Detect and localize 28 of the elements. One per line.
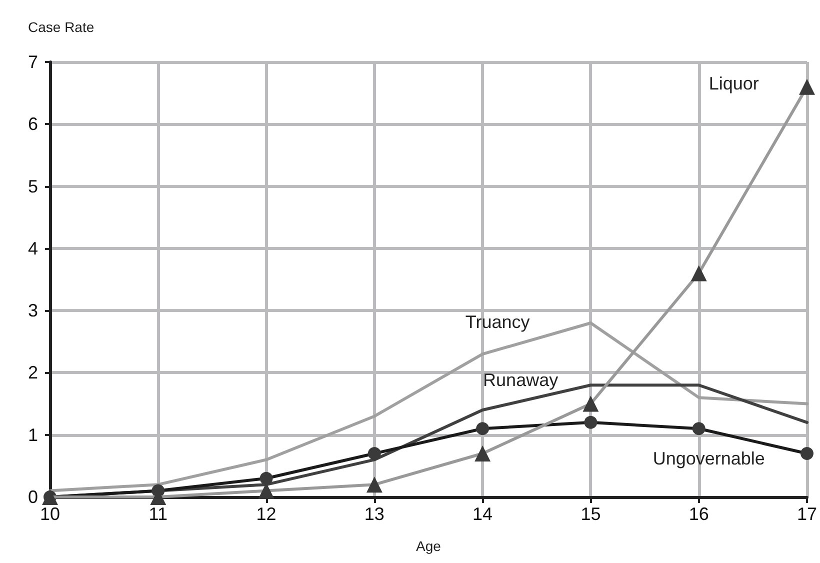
y-tick-label: 1 [28,424,38,445]
y-tick-label: 7 [28,52,38,72]
text: Liquor [708,73,759,94]
y-tick-label: 4 [28,238,38,258]
y-tick-label: 0 [28,487,38,507]
y-axis-title: Case Rate [28,19,94,35]
series-label: Ungovernable [652,448,765,469]
x-tick-label: 15 [580,504,601,524]
x-tick-label: 14 [472,504,493,524]
x-tick-label: 12 [256,504,276,524]
x-tick-label: 16 [688,504,709,524]
point [476,422,490,436]
y-tick-label: 3 [28,300,38,321]
point [260,472,273,485]
point [800,447,814,460]
x-tick-label: 13 [364,504,384,524]
y-tick-label: 6 [28,114,38,134]
y-tick-label: 2 [28,362,38,383]
y-tick-label: 5 [28,176,38,196]
point [584,416,598,429]
x-tick-label: 10 [40,504,60,524]
x-tick-label: 17 [796,504,818,524]
point [692,422,706,436]
point [368,447,381,460]
x-axis-title: Age [416,538,442,554]
series-label: Runaway [483,370,558,390]
x-tick-label: 11 [148,504,168,524]
series-label: Truancy [465,312,530,332]
